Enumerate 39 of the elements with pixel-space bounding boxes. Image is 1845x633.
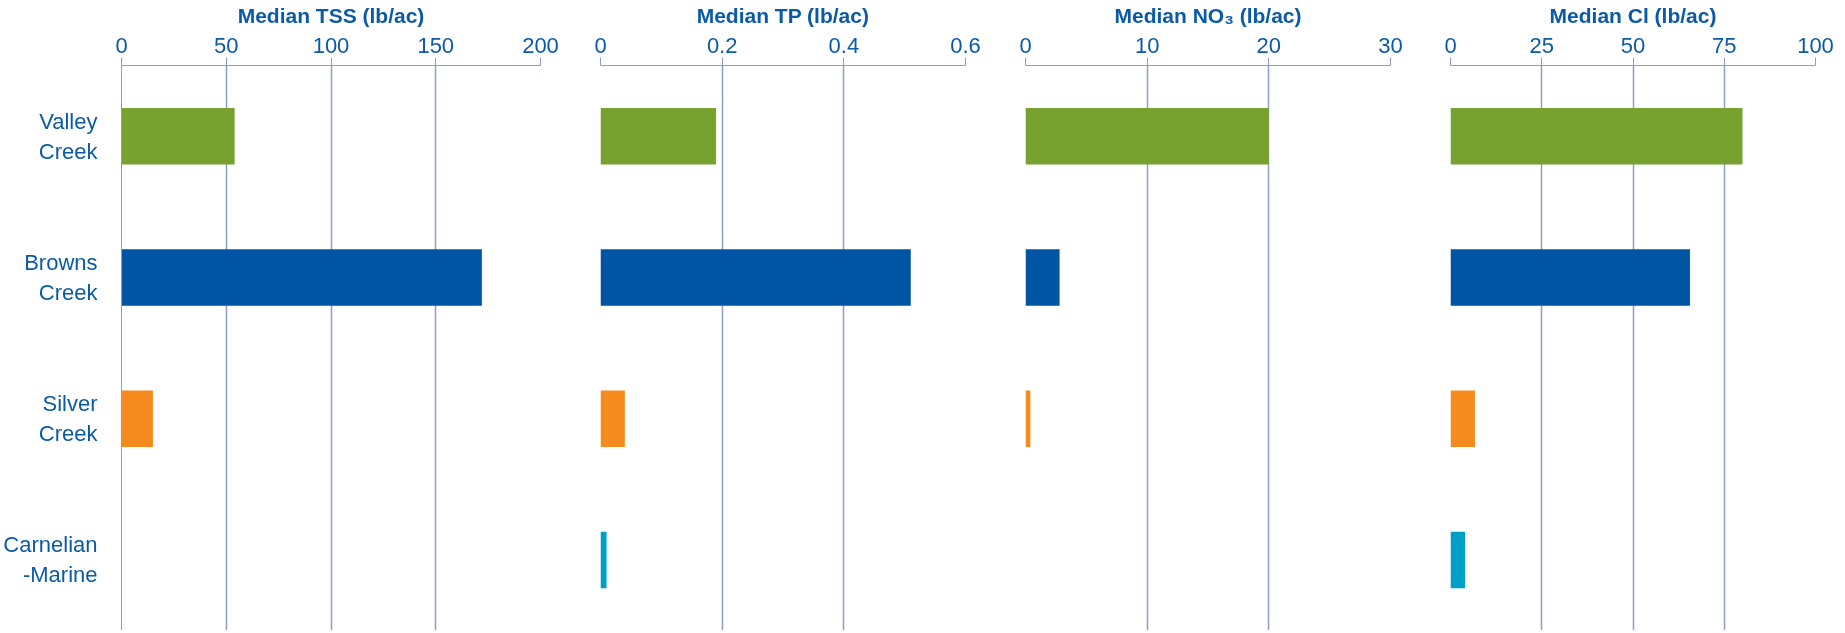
x-axis-title: Median NO₃ (lb/ac)	[1114, 3, 1302, 27]
x-tick-label: 0.6	[950, 32, 981, 58]
bar	[600, 107, 717, 165]
y-tick-label: Silver Creek	[38, 391, 99, 447]
x-tick-label: 0	[594, 32, 607, 58]
x-tick-label: 100	[1797, 32, 1834, 58]
bar	[600, 390, 625, 447]
x-tick-label: 50	[1620, 32, 1646, 58]
x-axis-title: Median TSS (lb/ac)	[237, 3, 425, 27]
x-axis-title: Median Cl (lb/ac)	[1549, 3, 1717, 27]
bar	[1025, 107, 1269, 165]
x-tick-label: 0	[1019, 32, 1032, 58]
x-tick-label: 0	[1444, 32, 1457, 58]
x-tick-label: 0.2	[706, 32, 738, 58]
x-tick-label: 0.4	[828, 32, 860, 58]
bar	[121, 107, 235, 165]
x-tick-label: 200	[522, 32, 559, 58]
bar	[600, 531, 607, 589]
x-axis-title: Median TP (lb/ac)	[696, 3, 869, 27]
bar	[1450, 390, 1475, 447]
y-tick-label: Valley Creek	[38, 108, 99, 164]
x-tick-label: 30	[1378, 32, 1403, 58]
y-tick-label: Browns Creek	[24, 249, 99, 305]
bar	[1450, 249, 1690, 306]
x-tick-label: 50	[214, 32, 239, 58]
bar	[600, 249, 911, 306]
x-tick-label: 20	[1256, 32, 1282, 58]
bar	[121, 249, 482, 306]
bar	[1450, 107, 1743, 165]
x-tick-label: 10	[1134, 32, 1160, 58]
x-tick-label: 25	[1529, 32, 1554, 58]
bar	[121, 390, 153, 447]
y-tick-label: Carnelian-Marine	[3, 532, 98, 588]
x-tick-label: 100	[312, 32, 350, 58]
x-tick-label: 0	[115, 32, 128, 58]
bar	[1025, 249, 1060, 306]
x-tick-label: 150	[417, 32, 455, 58]
x-tick-label: 75	[1712, 32, 1737, 58]
bar	[1450, 531, 1466, 589]
